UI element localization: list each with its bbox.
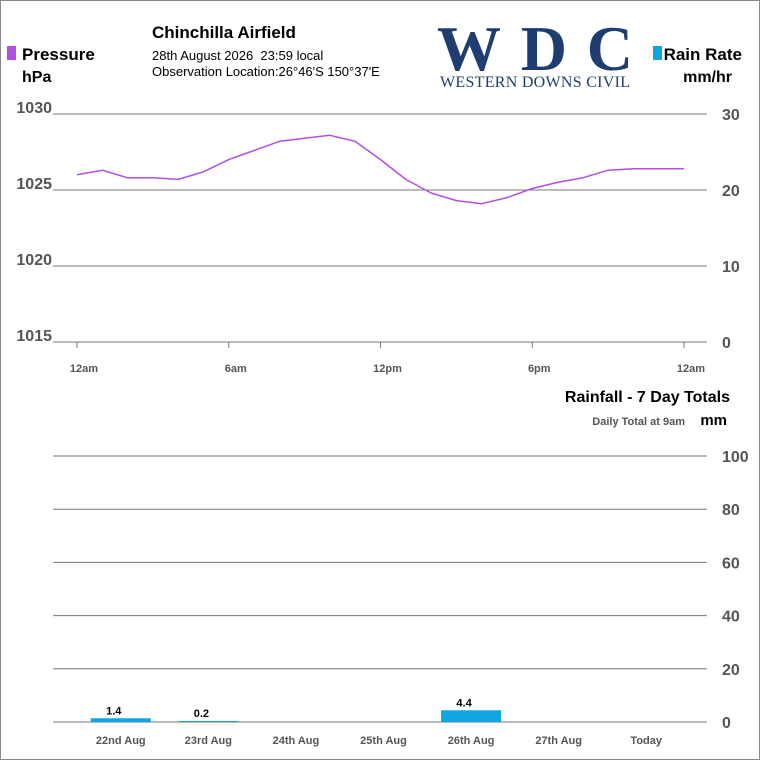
datetime: 28th August 2026 23:59 local xyxy=(152,48,323,63)
y-tick-label: 20 xyxy=(722,662,740,679)
y-tick-label: 100 xyxy=(722,449,749,466)
x-tick-label: 27th Aug xyxy=(535,735,582,747)
y-tick-label: 40 xyxy=(722,609,740,626)
x-tick-label: 22nd Aug xyxy=(96,735,146,747)
x-tick-label: 12am xyxy=(677,363,705,375)
y-tick-label: 1025 xyxy=(16,176,52,193)
x-tick-label: 26th Aug xyxy=(448,735,495,747)
x-tick-label: 12am xyxy=(70,363,98,375)
y2-tick-label: 20 xyxy=(722,183,740,200)
bar xyxy=(441,710,502,722)
y2-tick-label: 30 xyxy=(722,107,740,124)
legend-label: Rain Rate xyxy=(664,45,742,64)
y2-tick-label: 0 xyxy=(722,335,731,352)
legend-swatch xyxy=(7,46,16,60)
y-tick-label: 0 xyxy=(722,715,731,732)
bar xyxy=(178,721,239,722)
x-tick-label: 25th Aug xyxy=(360,735,407,747)
unit-label: hPa xyxy=(22,69,51,86)
x-tick-label: 23rd Aug xyxy=(185,735,232,747)
x-tick-label: 6pm xyxy=(528,363,551,375)
station-title: Chinchilla Airfield xyxy=(152,23,296,42)
chart-title: Rainfall - 7 Day Totals xyxy=(565,389,730,406)
legend-label: Pressure xyxy=(22,45,95,64)
chart-subtitle: Daily Total at 9am xyxy=(592,416,685,428)
bar xyxy=(90,718,151,722)
y2-tick-label: 10 xyxy=(722,259,740,276)
data-label: 4.4 xyxy=(456,697,472,709)
logo-mark: WDC xyxy=(437,13,633,84)
x-tick-label: 12pm xyxy=(373,363,402,375)
y-tick-label: 1030 xyxy=(16,100,52,117)
data-label: 1.4 xyxy=(106,705,122,717)
pressure-line xyxy=(76,134,684,205)
x-tick-label: 24th Aug xyxy=(273,735,320,747)
logo-name: WESTERN DOWNS CIVIL xyxy=(440,74,630,91)
location: Observation Location:26°46'S 150°37'E xyxy=(152,64,380,79)
unit-label: mm/hr xyxy=(683,69,732,86)
y-tick-label: 60 xyxy=(722,555,740,572)
y-tick-label: 80 xyxy=(722,502,740,519)
unit-label: mm xyxy=(700,412,727,429)
x-tick-label: Today xyxy=(630,735,662,747)
data-label: 0.2 xyxy=(194,708,209,720)
y-tick-label: 1020 xyxy=(16,252,52,269)
legend-swatch xyxy=(653,46,662,60)
y-tick-label: 1015 xyxy=(16,328,52,345)
x-tick-label: 6am xyxy=(225,363,247,375)
